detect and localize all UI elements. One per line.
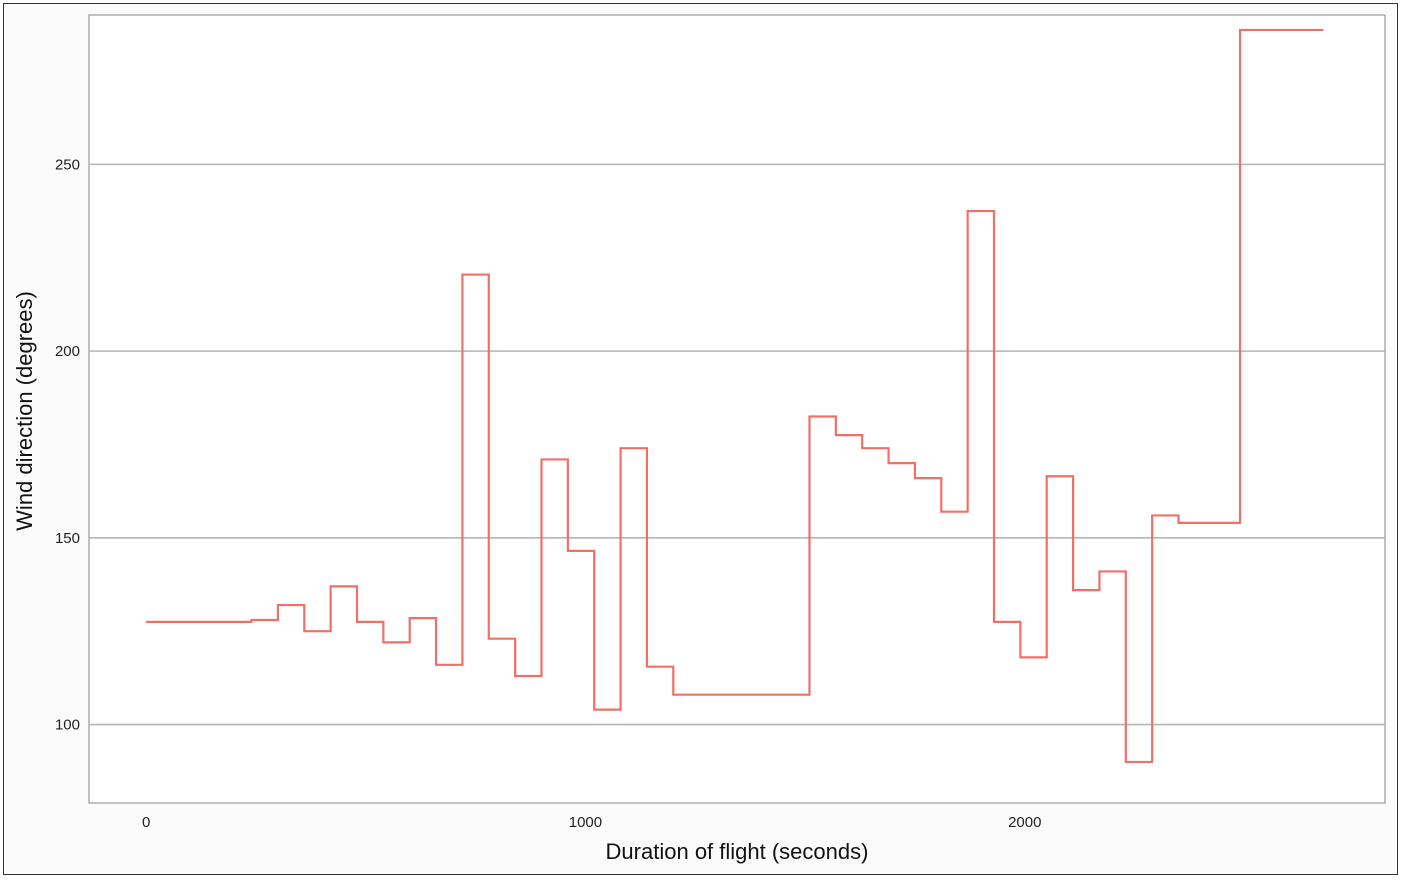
y-axis-ticks: 100 150 200 250 bbox=[55, 156, 80, 733]
x-tick-label-2000: 2000 bbox=[1008, 814, 1041, 831]
x-axis-title: Duration of flight (seconds) bbox=[606, 839, 869, 864]
plot-panel bbox=[88, 14, 1386, 804]
x-tick-label-1000: 1000 bbox=[569, 814, 602, 831]
y-tick-label-200: 200 bbox=[55, 343, 80, 360]
y-tick-label-150: 150 bbox=[55, 530, 80, 547]
x-axis-ticks: 0 1000 2000 bbox=[142, 814, 1042, 831]
x-tick-label-0: 0 bbox=[142, 814, 150, 831]
y-tick-label-100: 100 bbox=[55, 717, 80, 734]
series-layer bbox=[146, 28, 1324, 764]
y-tick-label-250: 250 bbox=[55, 156, 80, 173]
y-axis-title: Wind direction (degrees) bbox=[12, 291, 37, 531]
series-line-0 bbox=[146, 28, 1324, 764]
gridlines bbox=[89, 163, 1385, 726]
